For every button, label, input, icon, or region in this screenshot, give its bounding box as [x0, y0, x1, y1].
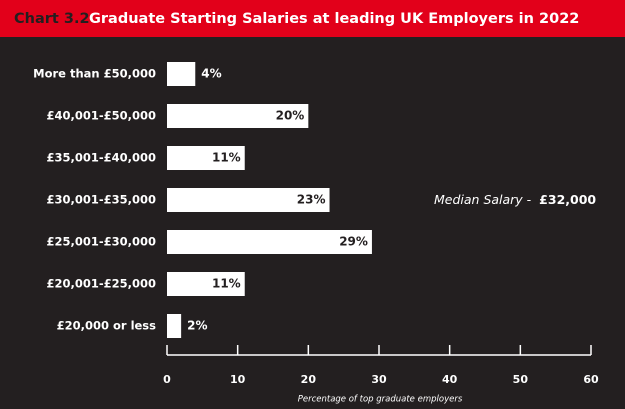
value-label: 20% — [276, 109, 305, 123]
x-tick-label: 60 — [583, 373, 599, 386]
y-tick-label: £30,001-£35,000 — [46, 193, 156, 207]
x-tick-label: 20 — [301, 373, 317, 386]
value-label: 11% — [212, 151, 241, 165]
value-label: 11% — [212, 277, 241, 291]
y-tick-label: £35,001-£40,000 — [46, 151, 156, 165]
bar — [167, 188, 330, 212]
value-label: 4% — [201, 67, 221, 81]
annotation: Median Salary - £32,000 — [434, 192, 596, 207]
bar — [167, 62, 196, 86]
bar — [167, 230, 372, 254]
x-axis-label: Percentage of top graduate employers — [298, 395, 463, 405]
bar — [167, 104, 309, 128]
chart-label: Chart 3.2 — [14, 11, 90, 27]
value-label: 29% — [339, 235, 368, 249]
bar — [167, 146, 245, 170]
header-band — [0, 0, 625, 37]
bar — [167, 314, 182, 338]
x-tick-label: 40 — [442, 373, 458, 386]
x-tick-label: 10 — [230, 373, 246, 386]
annotation-value: £32,000 — [539, 192, 596, 207]
annotation-text: Median Salary - — [434, 192, 532, 207]
bar — [167, 272, 245, 296]
y-tick-label: £20,001-£25,000 — [46, 277, 156, 291]
y-tick-label: £40,001-£50,000 — [46, 109, 156, 123]
x-tick-label: 30 — [371, 373, 387, 386]
y-tick-label: More than £50,000 — [33, 67, 156, 81]
x-tick-label: 50 — [513, 373, 529, 386]
chart-title: Graduate Starting Salaries at leading UK… — [89, 11, 579, 27]
x-tick-label: 0 — [163, 373, 171, 386]
value-label: 2% — [187, 319, 207, 333]
value-label: 23% — [297, 193, 326, 207]
y-tick-label: £25,001-£30,000 — [46, 235, 156, 249]
y-tick-label: £20,000 or less — [57, 319, 157, 333]
